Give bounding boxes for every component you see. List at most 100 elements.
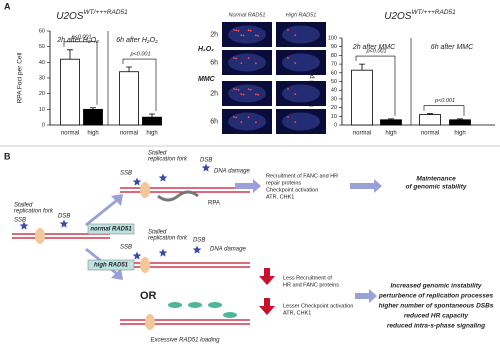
bar bbox=[83, 108, 103, 126]
treatment-label: H₂O₂ bbox=[198, 46, 214, 53]
label-box bbox=[87, 223, 135, 235]
p-value: p<0.001 bbox=[434, 98, 455, 104]
focus bbox=[240, 62, 243, 64]
row-label: 6h bbox=[210, 59, 218, 66]
diagram-text: SSB bbox=[14, 218, 26, 224]
chart-title: U2OSWT/+++RAD51 bbox=[384, 9, 456, 22]
diagram-text: replication fork bbox=[14, 209, 54, 215]
focus bbox=[237, 29, 240, 32]
diagram-text: Recruitment of FANC and HR bbox=[266, 173, 338, 179]
y-tick-label: 50 bbox=[39, 44, 45, 50]
x-tick-label: normal bbox=[61, 131, 79, 137]
focus bbox=[287, 29, 289, 31]
focus bbox=[235, 116, 238, 119]
replication-fork bbox=[35, 228, 45, 244]
y-tick-label: 0 bbox=[42, 122, 45, 128]
label-box bbox=[87, 259, 135, 271]
nucleus bbox=[228, 112, 266, 131]
p-value: p<0.001 bbox=[365, 49, 386, 55]
focus bbox=[233, 29, 235, 31]
title-main: U2OS bbox=[384, 11, 412, 22]
diagram-text: Lesser Checkpoint activation bbox=[283, 303, 353, 309]
nucleus bbox=[228, 25, 266, 44]
focus bbox=[233, 116, 235, 118]
x-tick-label: high bbox=[87, 131, 98, 137]
error-bar bbox=[67, 49, 73, 60]
focus bbox=[247, 57, 250, 60]
diagram-text: replication fork bbox=[148, 236, 188, 242]
error-bar bbox=[388, 118, 394, 120]
panel-label: B bbox=[4, 151, 11, 161]
diagram-text: DNA damage bbox=[210, 247, 246, 253]
nucleus bbox=[282, 53, 320, 72]
significance-bracket bbox=[122, 58, 157, 112]
rad51 bbox=[223, 312, 237, 318]
diagram-text: higher number of spontaneous DSBs bbox=[379, 303, 494, 310]
row-label: 6h bbox=[210, 118, 218, 125]
diagram-text: Stalled bbox=[148, 230, 167, 236]
down-arrow bbox=[259, 268, 275, 285]
row-label: 2h bbox=[210, 31, 218, 38]
focus bbox=[255, 62, 257, 65]
x-tick-label: high bbox=[146, 131, 157, 137]
bar bbox=[380, 119, 402, 126]
focus bbox=[247, 116, 250, 119]
column-label: High RAD51 bbox=[286, 12, 317, 18]
p-value: p<0.001 bbox=[129, 51, 150, 57]
diagram-text: perturbence of replication processes bbox=[378, 293, 494, 300]
replication-fork bbox=[140, 182, 150, 198]
nucleus bbox=[228, 84, 266, 103]
diagram-text: high RAD51 bbox=[94, 263, 129, 269]
bar bbox=[60, 58, 80, 126]
diagram-text: Maintenance bbox=[416, 176, 456, 183]
y-tick-label: 10 bbox=[39, 107, 45, 113]
bar bbox=[142, 116, 162, 126]
down-arrow bbox=[259, 298, 275, 315]
focus bbox=[257, 93, 259, 96]
arrow bbox=[85, 194, 123, 226]
arrow bbox=[235, 179, 261, 193]
group-label: 6h after H₂O₂ bbox=[116, 37, 158, 44]
focus bbox=[242, 34, 245, 37]
significance-bracket bbox=[63, 41, 98, 105]
diagram-text: ATR, CHK1 bbox=[266, 194, 294, 200]
focus bbox=[294, 34, 297, 36]
focus bbox=[235, 88, 238, 91]
focus bbox=[257, 34, 259, 37]
y-tick-label: 100 bbox=[328, 35, 337, 41]
p-value: p<0.001 bbox=[70, 34, 91, 40]
bar bbox=[449, 119, 471, 126]
diagram-text: Checkpoint activation bbox=[266, 187, 318, 193]
y-tick-label: 50 bbox=[331, 79, 337, 85]
error-bar bbox=[90, 107, 96, 110]
x-tick-label: high bbox=[385, 131, 396, 137]
lesion-star bbox=[192, 245, 202, 254]
focus bbox=[287, 57, 289, 59]
focus bbox=[294, 93, 297, 95]
diagram-text: reduced intra-s-phase signaling bbox=[387, 323, 485, 330]
diagram-text: repair proteins bbox=[266, 180, 301, 186]
focus bbox=[235, 29, 238, 32]
diagram-text: Increased genomic instability bbox=[390, 283, 481, 290]
y-tick-label: 40 bbox=[331, 88, 337, 94]
diagram-text: Stalled bbox=[14, 203, 33, 209]
error-bar bbox=[149, 113, 155, 118]
y-tick-label: 80 bbox=[331, 53, 337, 59]
nucleus bbox=[282, 84, 320, 103]
x-tick-label: normal bbox=[353, 131, 371, 137]
focus bbox=[247, 88, 250, 91]
nucleus bbox=[282, 112, 320, 131]
diagram-text: ATR, CHK1 bbox=[283, 310, 311, 316]
nucleus bbox=[282, 25, 320, 44]
focus bbox=[240, 34, 243, 36]
x-tick-label: high bbox=[454, 131, 465, 137]
title-main: U2OS bbox=[56, 11, 84, 22]
focus bbox=[294, 121, 297, 123]
diagram-text: replication fork bbox=[148, 157, 188, 163]
focus bbox=[287, 88, 289, 90]
focus bbox=[255, 93, 257, 96]
diagram-text: DNA damage bbox=[214, 169, 250, 175]
focus bbox=[287, 116, 289, 118]
